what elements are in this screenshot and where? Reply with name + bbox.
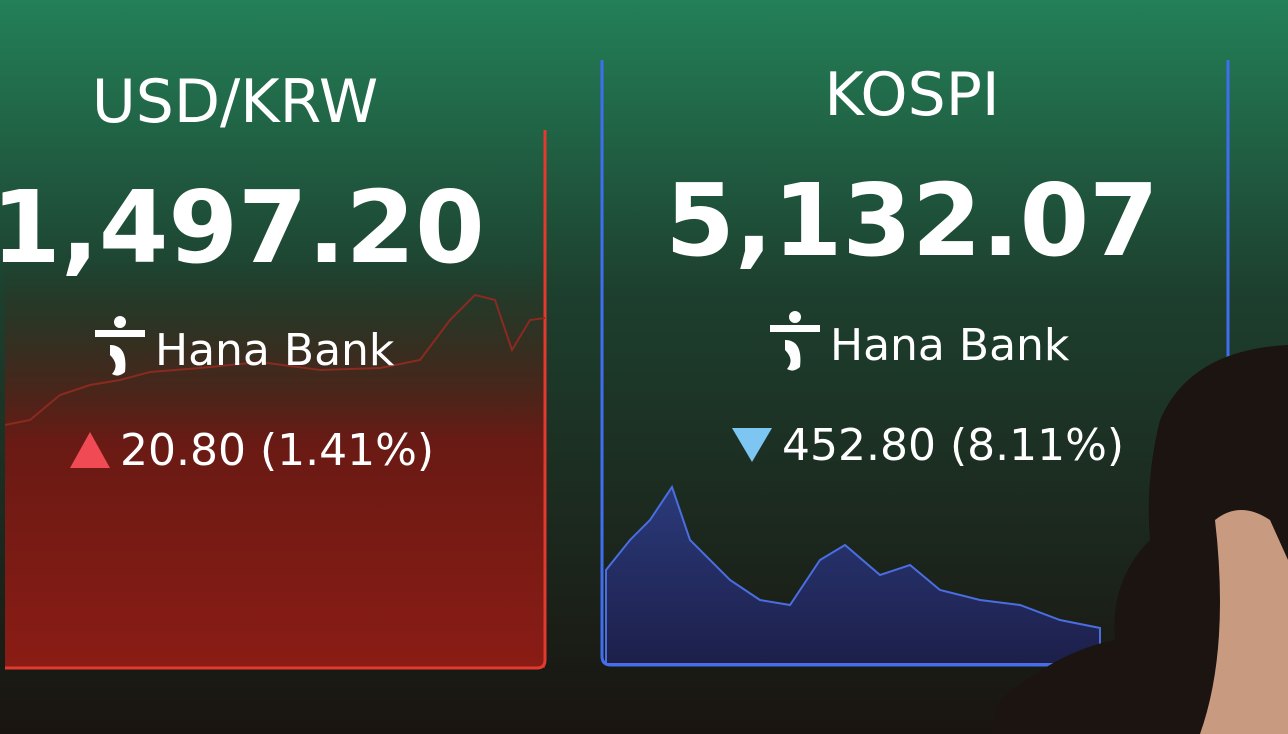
kospi-value: 5,132.07 — [665, 162, 1158, 279]
person-silhouette — [990, 345, 1288, 734]
usd-brand: Hana Bank — [155, 325, 395, 376]
down-arrow — [732, 428, 772, 462]
hana-logo — [95, 316, 145, 376]
usd-panel-border — [5, 130, 547, 670]
kospi-change: 452.80 (8.11%) — [782, 420, 1124, 471]
up-arrow — [70, 432, 110, 468]
hana-logo — [770, 311, 820, 371]
usd-change: 20.80 (1.41%) — [120, 425, 434, 476]
kospi-area — [605, 484, 1101, 665]
usd-value: 1,497.20 — [0, 169, 485, 286]
kospi-brand: Hana Bank — [830, 320, 1070, 371]
kospi-title: KOSPI — [824, 60, 999, 130]
usd-title: USD/KRW — [92, 67, 378, 137]
usd-line — [4, 293, 546, 426]
person-face — [1200, 510, 1288, 734]
